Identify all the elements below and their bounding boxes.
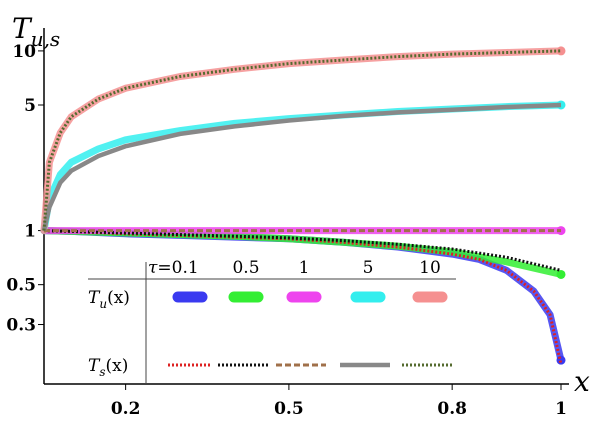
legend-tau-eq: = bbox=[157, 258, 171, 278]
legend-tau-value: 5 bbox=[363, 258, 374, 278]
legend-tau-value: 1 bbox=[299, 258, 310, 278]
series-tu-endpoint-0.5 bbox=[556, 269, 566, 279]
y-axis-label-sub: u,s bbox=[31, 27, 61, 51]
y-tick-label: 0.3 bbox=[6, 316, 36, 336]
legend-tau-symbol: τ bbox=[148, 258, 158, 278]
axes: 0.2 0.5 0.8 1 10 5 1 0.5 0.3 bbox=[6, 28, 569, 419]
legend-tau-value: 0.1 bbox=[172, 258, 199, 278]
y-axis-label: Tu,s bbox=[12, 12, 60, 51]
series-ts-5 bbox=[41, 102, 562, 232]
legend-row-tu: Tu(x) bbox=[88, 288, 130, 311]
series-ts-0.5 bbox=[43, 229, 562, 272]
x-tick-label: 0.5 bbox=[274, 399, 304, 419]
legend-tau-value: 10 bbox=[419, 258, 441, 278]
legend: τ=0.1 0.5 1 5 10 Tu(x) Ts(x) bbox=[88, 258, 456, 384]
y-tick-label: 1 bbox=[24, 222, 36, 242]
y-tick-label: 10 bbox=[12, 42, 36, 62]
legend-tau-value: 0.5 bbox=[232, 258, 259, 278]
axis-labels: Tu,s x bbox=[12, 12, 590, 398]
series-tu-5 bbox=[40, 101, 565, 235]
series-tu-endpoint-10 bbox=[556, 46, 566, 56]
legend-row-ts: Ts(x) bbox=[88, 356, 128, 379]
legend-header-first: τ=0.1 bbox=[148, 258, 199, 278]
x-tick-label: 0.8 bbox=[437, 399, 467, 419]
x-axis-label: x bbox=[574, 365, 590, 398]
x-tick-label: 0.2 bbox=[111, 399, 141, 419]
series-tu-endpoint-0.1 bbox=[556, 355, 566, 365]
y-tick-label: 5 bbox=[24, 96, 36, 116]
series-ts-10 bbox=[42, 49, 562, 231]
x-tick-label: 1 bbox=[555, 399, 567, 419]
y-tick-label: 0.5 bbox=[6, 276, 36, 296]
curves bbox=[40, 46, 566, 365]
y-axis-label-main: T bbox=[12, 12, 33, 45]
